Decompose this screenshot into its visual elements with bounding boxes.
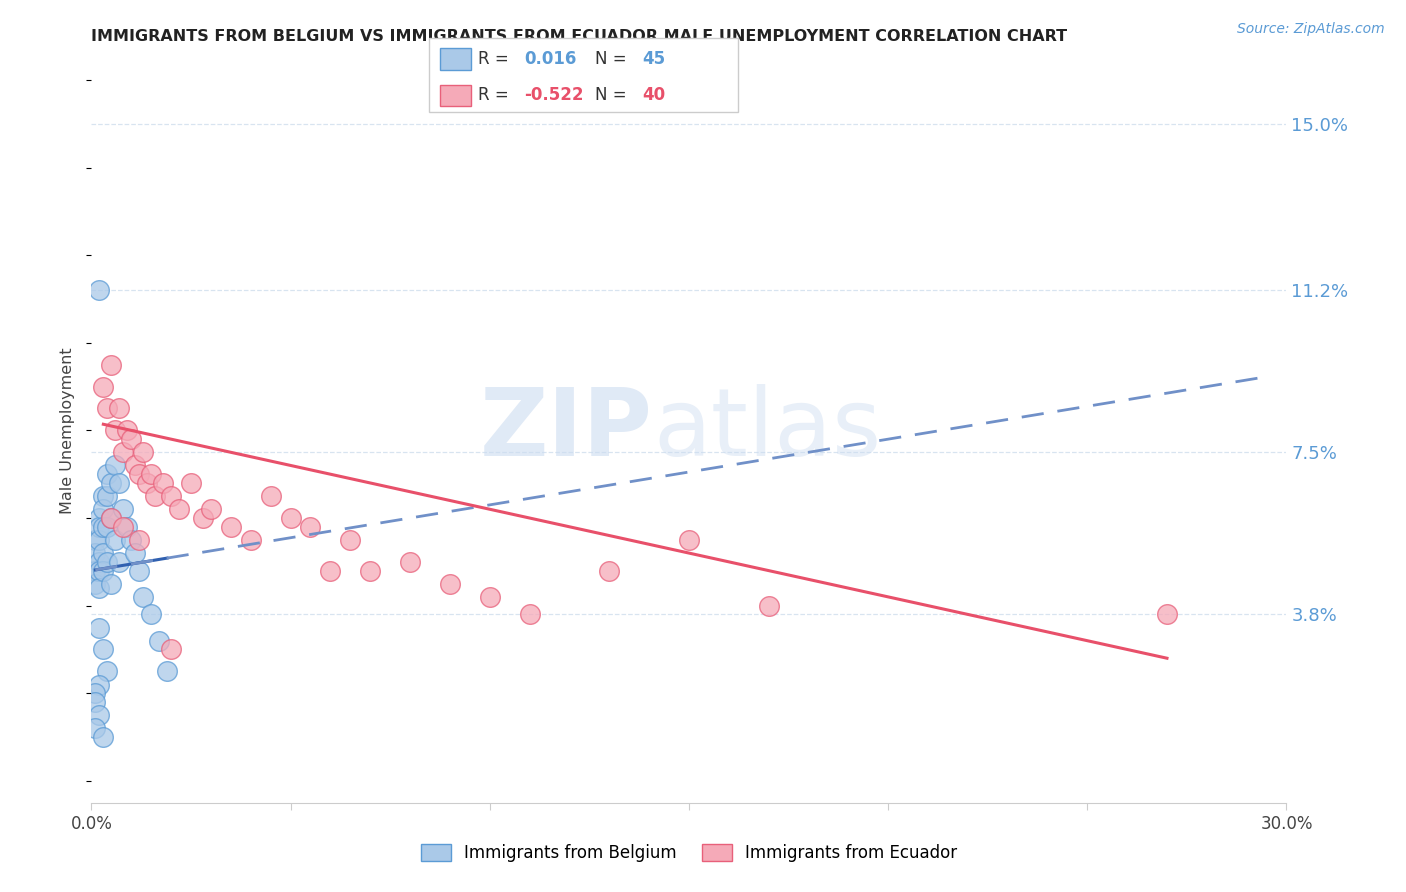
Point [96,665,118,679]
Text: N =: N = [595,87,626,104]
Point [89,283,111,297]
Point [93,564,115,578]
Point [104,424,127,438]
Point [359,564,381,578]
Point [104,533,127,547]
Point [598,564,620,578]
Text: R =: R = [478,87,509,104]
Point [299,520,322,534]
Point [100,511,122,525]
Point [141,467,162,482]
Point [141,607,162,622]
Text: IMMIGRANTS FROM BELGIUM VS IMMIGRANTS FROM ECUADOR MALE UNEMPLOYMENT CORRELATION: IMMIGRANTS FROM BELGIUM VS IMMIGRANTS FR… [91,29,1067,45]
Point [112,502,135,516]
Point [160,642,183,657]
Point [167,502,190,516]
Point [136,475,159,490]
Point [128,533,150,547]
Point [84,533,107,547]
Point [519,607,541,622]
Text: 40: 40 [643,87,665,104]
Point [478,590,501,604]
Point [280,511,302,525]
Legend: Immigrants from Belgium, Immigrants from Ecuador: Immigrants from Belgium, Immigrants from… [413,838,965,869]
Point [93,379,115,393]
Point [132,445,155,459]
Point [339,533,361,547]
Point [84,695,107,709]
Point [100,511,122,525]
Point [108,475,131,490]
Point [93,546,115,560]
Point [93,730,115,744]
Point [160,489,183,503]
Point [152,475,174,490]
Point [89,708,111,723]
Point [96,520,118,534]
Point [84,721,107,735]
Point [132,590,155,604]
Point [259,489,281,503]
Point [439,576,461,591]
Point [96,401,118,416]
Point [319,564,342,578]
Point [115,424,138,438]
Text: atlas: atlas [652,384,882,476]
Point [93,642,115,657]
Point [108,555,131,569]
Point [100,358,122,372]
Point [120,432,142,446]
Point [128,467,150,482]
Point [96,555,118,569]
Point [399,555,422,569]
Point [200,502,222,516]
Point [84,686,107,700]
Point [148,633,170,648]
Point [191,511,214,525]
Point [124,458,146,473]
Point [84,576,107,591]
Point [115,520,138,534]
Point [96,467,118,482]
Text: R =: R = [478,50,509,68]
Point [156,665,179,679]
Point [89,564,111,578]
Point [93,502,115,516]
Text: ZIP: ZIP [481,384,652,476]
Point [100,475,122,490]
Point [758,599,780,613]
Point [93,489,115,503]
Point [180,475,202,490]
Point [143,489,166,503]
Text: Source: ZipAtlas.com: Source: ZipAtlas.com [1237,22,1385,37]
Point [1156,607,1178,622]
Point [89,520,111,534]
Point [89,511,111,525]
Point [100,576,122,591]
Point [93,520,115,534]
Text: 0.016: 0.016 [524,50,576,68]
Point [108,401,131,416]
Point [89,555,111,569]
Point [239,533,262,547]
Point [104,458,127,473]
Point [112,445,135,459]
Point [112,520,135,534]
Point [128,564,150,578]
Point [89,621,111,635]
Y-axis label: Male Unemployment: Male Unemployment [60,347,76,514]
Point [96,489,118,503]
Point [89,533,111,547]
Point [84,546,107,560]
Point [89,677,111,691]
Point [124,546,146,560]
Point [84,564,107,578]
Point [120,533,142,547]
Text: -0.522: -0.522 [524,87,583,104]
Text: 45: 45 [643,50,665,68]
Point [219,520,242,534]
Point [678,533,700,547]
Text: N =: N = [595,50,626,68]
Point [89,581,111,595]
